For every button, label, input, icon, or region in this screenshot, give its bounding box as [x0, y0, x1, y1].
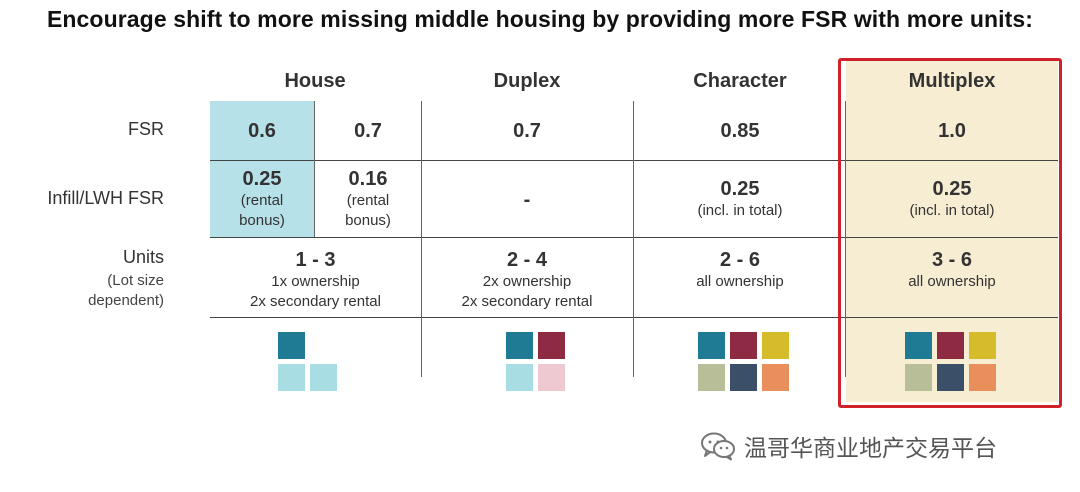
- unit-square-icon: [762, 364, 789, 391]
- unit-square-icon: [969, 332, 996, 359]
- row-label-units-note-1: (Lot size: [107, 272, 164, 289]
- fsr-house-b: 0.7: [354, 120, 382, 142]
- infill-house-a-note-1: (rental: [240, 192, 284, 209]
- units-duplex-range: 2 - 4: [506, 249, 548, 271]
- column-header-multiplex: Multiplex: [908, 70, 996, 92]
- units-character-range: 2 - 6: [719, 249, 761, 271]
- column-divider: [314, 101, 315, 237]
- units-duplex-line-1: 2x ownership: [482, 273, 572, 290]
- unit-square-icon: [278, 364, 305, 391]
- units-house-range: 1 - 3: [295, 249, 336, 271]
- infill-duplex: -: [523, 189, 531, 211]
- unit-square-icon: [278, 332, 305, 359]
- unit-square-icon: [310, 364, 337, 391]
- unit-square-icon: [905, 364, 932, 391]
- page-title: Encourage shift to more missing middle h…: [46, 6, 1034, 32]
- column-header-house: House: [284, 70, 346, 92]
- unit-square-icon: [905, 332, 932, 359]
- house-highlight-fill: [210, 101, 314, 237]
- column-header-duplex: Duplex: [493, 70, 561, 92]
- row-divider: [210, 160, 1058, 161]
- units-multiplex-line-1: all ownership: [908, 273, 996, 290]
- units-duplex-line-2: 2x secondary rental: [461, 293, 593, 310]
- unit-square-icon: [538, 332, 565, 359]
- unit-square-icon: [506, 332, 533, 359]
- infill-house-b: 0.16 (rental bonus): [315, 167, 421, 231]
- units-multiplex: 3 - 6 all ownership: [846, 248, 1058, 292]
- units-house-line-2: 2x secondary rental: [250, 293, 381, 310]
- units-multiplex-range: 3 - 6: [931, 249, 973, 271]
- units-house-line-1: 1x ownership: [271, 273, 360, 290]
- infill-house-a: 0.25 (rental bonus): [210, 167, 314, 231]
- units-character: 2 - 6 all ownership: [634, 248, 846, 292]
- unit-square-icon: [730, 332, 757, 359]
- row-divider: [210, 317, 1058, 318]
- fsr-duplex: 0.7: [513, 120, 541, 142]
- column-header-character: Character: [693, 70, 787, 92]
- row-label-units-note-2: dependent): [88, 292, 164, 309]
- unit-square-icon: [506, 364, 533, 391]
- row-label-infill: Infill/LWH FSR: [47, 188, 164, 208]
- fsr-character: 0.85: [720, 120, 760, 142]
- infill-house-a-note-2: bonus): [239, 212, 285, 229]
- infill-character: 0.25 (incl. in total): [634, 177, 846, 221]
- column-divider: [633, 101, 634, 377]
- multiplex-highlight-border: [838, 58, 1062, 408]
- infill-character-note: (incl. in total): [697, 202, 783, 219]
- unit-square-icon: [937, 364, 964, 391]
- fsr-house-a: 0.6: [248, 120, 276, 142]
- infill-multiplex: 0.25 (incl. in total): [846, 177, 1058, 221]
- row-divider: [210, 237, 1058, 238]
- column-divider: [421, 101, 422, 377]
- watermark: 温哥华商业地产交易平台: [700, 426, 997, 466]
- unit-square-icon: [730, 364, 757, 391]
- unit-square-icon: [969, 364, 996, 391]
- column-divider: [845, 101, 846, 377]
- unit-square-icon: [698, 332, 725, 359]
- units-character-line-1: all ownership: [696, 273, 784, 290]
- unit-square-icon: [937, 332, 964, 359]
- infill-multiplex-value: 0.25: [932, 178, 972, 200]
- infill-house-b-note-1: (rental: [346, 192, 390, 209]
- infill-character-value: 0.25: [720, 178, 760, 200]
- infill-multiplex-note: (incl. in total): [909, 202, 995, 219]
- row-label-units: Units: [122, 247, 164, 267]
- row-label-fsr: FSR: [128, 119, 164, 139]
- units-house: 1 - 3 1x ownership 2x secondary rental: [210, 248, 421, 312]
- infill-house-a-value: 0.25: [242, 168, 282, 190]
- fsr-multiplex: 1.0: [938, 120, 966, 142]
- unit-square-icon: [538, 364, 565, 391]
- units-duplex: 2 - 4 2x ownership 2x secondary rental: [421, 248, 633, 312]
- wechat-icon: [701, 432, 735, 461]
- unit-square-icon: [762, 332, 789, 359]
- watermark-text: 温哥华商业地产交易平台: [744, 435, 997, 461]
- unit-square-icon: [698, 364, 725, 391]
- infill-house-b-note-2: bonus): [345, 212, 391, 229]
- infill-house-b-value: 0.16: [348, 168, 388, 190]
